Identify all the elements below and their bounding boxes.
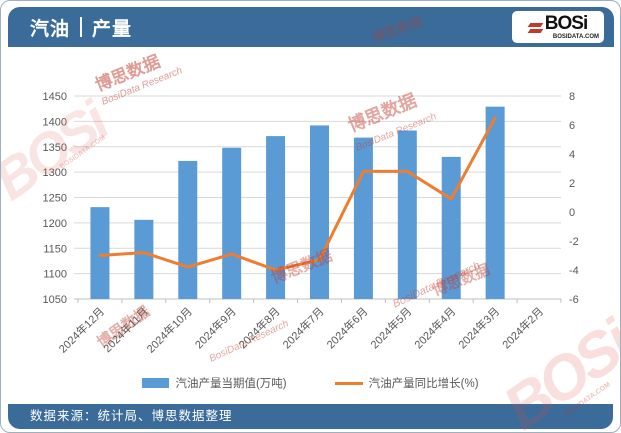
title-secondary: 产量 bbox=[92, 18, 133, 40]
y-axis-tick-left: 1050 bbox=[43, 294, 67, 306]
x-axis-label: 2024年7月 bbox=[280, 304, 327, 351]
y-axis-tick-right: 2 bbox=[569, 178, 575, 190]
combo-chart: 1050 1100 1150 1200 1250 1300 1350 1400 1450 -6 -4… bbox=[43, 91, 579, 356]
y-axis-tick-left: 1350 bbox=[43, 142, 67, 154]
logo-brand: BOSi bbox=[544, 13, 588, 34]
header-bar: 汽油 产量 BOSi BOSIDATA.COM bbox=[8, 7, 614, 47]
x-axis-label: 2024年2月 bbox=[499, 304, 546, 351]
bar-2024年7月 bbox=[310, 125, 329, 299]
page-title: 汽油 产量 bbox=[30, 14, 132, 41]
y-axis-tick-right: 6 bbox=[569, 120, 575, 132]
growth-line bbox=[98, 116, 497, 272]
y-axis-tick-left: 1100 bbox=[43, 269, 67, 281]
y-axis-tick-right: -6 bbox=[569, 294, 579, 306]
bar-2024年12月 bbox=[90, 207, 110, 299]
x-axis-label: 2024年10月 bbox=[143, 304, 194, 355]
x-axis-label: 2024年12月 bbox=[56, 304, 107, 355]
legend-bar-marker bbox=[142, 378, 170, 388]
y-axis-tick-left: 1250 bbox=[43, 193, 67, 205]
bar-2024年10月 bbox=[178, 160, 198, 299]
y-axis-tick-right: 4 bbox=[569, 149, 575, 161]
chart-legend: 汽油产量当期值(万吨) 汽油产量同比增长(%) bbox=[1, 373, 620, 393]
x-axis-label: 2024年9月 bbox=[192, 304, 239, 351]
x-axis-label: 2024年8月 bbox=[236, 304, 283, 351]
y-axis-tick-right: 8 bbox=[569, 91, 575, 103]
legend-item-line: 汽油产量同比增长(%) bbox=[334, 375, 479, 391]
title-separator bbox=[80, 17, 83, 37]
bosi-logo: BOSi BOSIDATA.COM bbox=[512, 11, 604, 43]
y-axis-tick-left: 1300 bbox=[43, 167, 67, 179]
legend-line-marker bbox=[334, 381, 363, 385]
legend-label: 汽油产量同比增长(%) bbox=[368, 378, 479, 390]
logo-row: BOSi bbox=[517, 14, 599, 34]
x-axis-label: 2024年4月 bbox=[411, 304, 458, 351]
y-axis-tick-left: 1400 bbox=[43, 116, 67, 128]
legend-label: 汽油产量当期值(万吨) bbox=[175, 378, 287, 390]
x-axis-label: 2024年3月 bbox=[455, 304, 502, 351]
y-axis-tick-left: 1450 bbox=[43, 91, 67, 103]
x-axis-label: 2024年11月 bbox=[100, 304, 151, 355]
y-axis-tick-right: -4 bbox=[569, 265, 579, 277]
x-axis-label: 2024年5月 bbox=[367, 304, 414, 351]
title-primary: 汽油 bbox=[30, 18, 71, 40]
bar-2024年5月 bbox=[397, 130, 417, 299]
bar-2024年4月 bbox=[441, 156, 461, 299]
bar-2024年8月 bbox=[266, 136, 286, 299]
bar-2024年3月 bbox=[485, 106, 505, 299]
logo-domain: BOSIDATA.COM bbox=[552, 33, 599, 40]
y-axis-tick-right: 0 bbox=[569, 207, 575, 219]
legend-item-bar: 汽油产量当期值(万吨) bbox=[142, 375, 287, 391]
y-axis-tick-right: -2 bbox=[569, 236, 579, 248]
bar-2024年11月 bbox=[134, 219, 154, 299]
bar-2024年6月 bbox=[353, 137, 373, 299]
data-source-text: 数据来源：统计局、博思数据整理 bbox=[30, 409, 233, 423]
footer-bar: 数据来源：统计局、博思数据整理 bbox=[8, 404, 613, 429]
logo-slash-icon bbox=[527, 22, 544, 34]
y-axis-tick-left: 1150 bbox=[43, 243, 67, 255]
bar-2024年9月 bbox=[222, 147, 242, 299]
y-axis-tick-left: 1200 bbox=[43, 218, 67, 230]
x-axis-label: 2024年6月 bbox=[323, 304, 370, 351]
